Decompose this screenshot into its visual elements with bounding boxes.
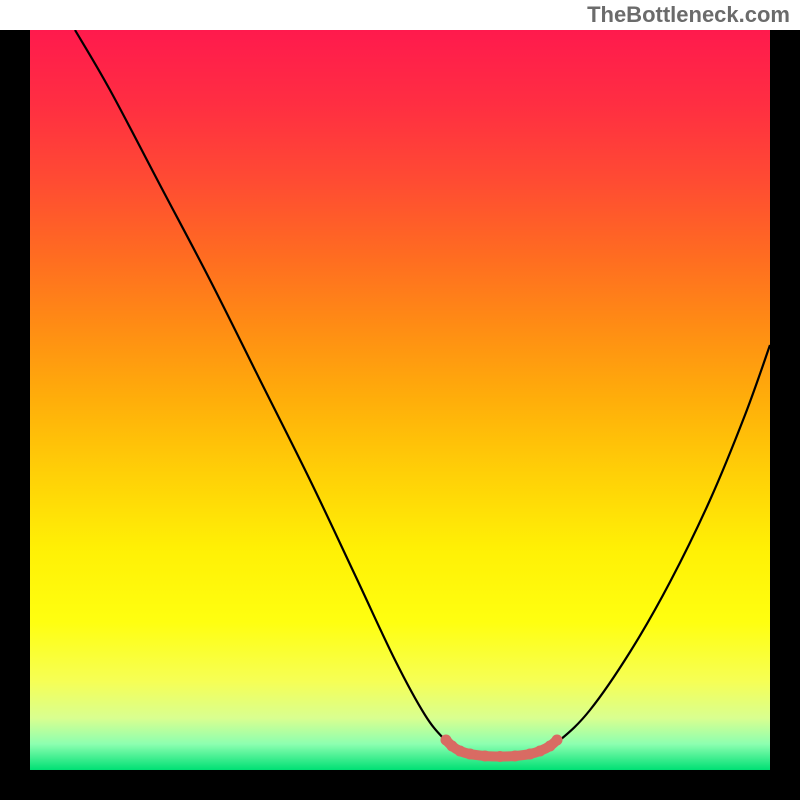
watermark-text: TheBottleneck.com [587,2,790,28]
plot-area-gradient [30,30,770,770]
chart-svg [0,0,800,800]
bottleneck-curve-chart: TheBottleneck.com [0,0,800,800]
